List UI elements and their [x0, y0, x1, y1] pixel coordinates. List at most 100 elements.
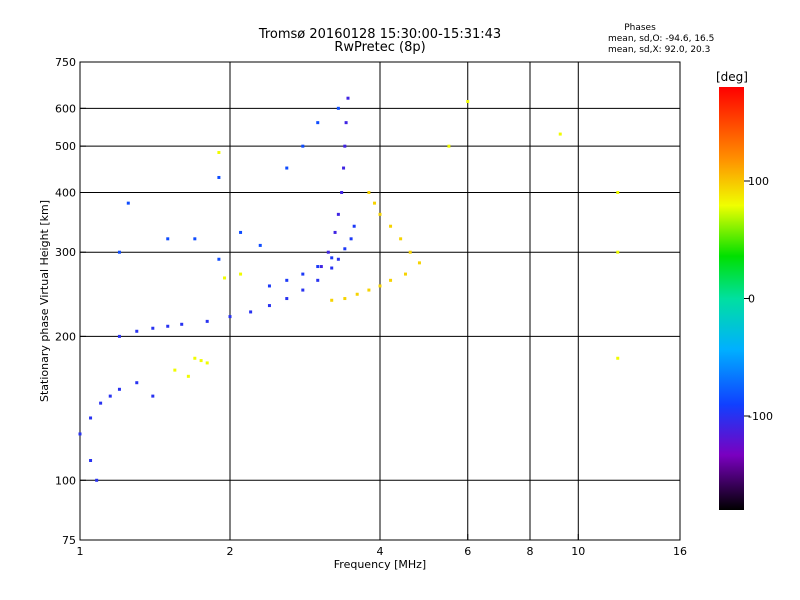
x-tick-label: 6	[464, 545, 471, 558]
echo-point	[316, 265, 320, 269]
chart-title: Tromsø 20160128 15:30:00-15:31:43	[258, 27, 501, 42]
echo-point	[126, 201, 130, 205]
echo-point	[258, 243, 262, 247]
echo-point	[135, 381, 139, 385]
x-tick-label: 10	[571, 545, 585, 558]
colorbar-tick-label: 100	[748, 175, 769, 188]
x-tick-label: 16	[673, 545, 687, 558]
echo-point	[205, 361, 209, 365]
echo-point	[330, 256, 334, 260]
x-axis-label: Frequency [MHz]	[334, 558, 426, 571]
echo-point	[301, 144, 305, 148]
y-tick-label: 500	[55, 140, 76, 153]
echo-point	[166, 324, 170, 328]
echo-point	[336, 212, 340, 216]
echo-point	[343, 297, 347, 301]
echo-point	[399, 237, 403, 241]
echo-point	[408, 250, 412, 254]
echo-point	[301, 288, 305, 292]
echo-point	[367, 190, 371, 194]
echo-point	[180, 322, 184, 326]
data-points	[78, 96, 620, 482]
echo-point	[447, 144, 451, 148]
echo-point	[217, 150, 221, 154]
y-tick-label: 600	[55, 102, 76, 115]
echo-point	[267, 304, 271, 308]
echo-point	[333, 230, 337, 234]
echo-point	[285, 297, 289, 301]
x-tick-label: 1	[77, 545, 84, 558]
echo-point	[117, 387, 121, 391]
x-tick-label: 2	[227, 545, 234, 558]
echo-point	[117, 250, 121, 254]
y-ticks: 75 100 200 300 400 500 600 750	[55, 56, 86, 547]
echo-point	[343, 247, 347, 251]
echo-point	[166, 237, 170, 241]
echo-point	[355, 292, 359, 296]
y-tick-label: 750	[55, 56, 76, 69]
echo-point	[417, 261, 421, 265]
echo-point	[346, 96, 350, 100]
colorbar-label: [deg]	[716, 70, 748, 84]
echo-point	[316, 278, 320, 282]
y-tick-label: 300	[55, 246, 76, 259]
echo-point	[616, 356, 620, 360]
echo-point	[193, 356, 197, 360]
y-tick-label: 400	[55, 186, 76, 199]
echo-point	[616, 190, 620, 194]
y-tick-label: 75	[62, 534, 76, 547]
echo-point	[336, 106, 340, 110]
echo-point	[285, 166, 289, 170]
colorbar	[719, 87, 744, 510]
echo-point	[378, 212, 382, 216]
echo-point	[352, 224, 356, 228]
echo-point	[108, 394, 112, 398]
y-tick-label: 200	[55, 330, 76, 343]
echo-point	[151, 326, 155, 330]
echo-point	[239, 272, 243, 276]
echo-point	[135, 329, 139, 333]
echo-point	[330, 298, 334, 302]
echo-point	[373, 201, 377, 205]
echo-point	[558, 132, 562, 136]
echo-point	[223, 276, 227, 280]
phase-info-x: mean, sd,X: 92.0, 20.3	[608, 45, 710, 55]
grid-lines	[80, 62, 680, 540]
echo-point	[249, 310, 253, 314]
echo-point	[78, 432, 82, 436]
y-axis-label: Stationary phase Virtual Height [km]	[38, 200, 51, 402]
echo-point	[336, 257, 340, 261]
echo-point	[316, 121, 320, 125]
echo-point	[117, 334, 121, 338]
y-tick-label: 100	[55, 474, 76, 487]
echo-point	[349, 237, 353, 241]
echo-point	[89, 458, 93, 462]
echo-point	[389, 278, 393, 282]
echo-point	[343, 144, 347, 148]
colorbar-tick-label: -100	[748, 410, 773, 423]
x-ticks: 1 2 4 6 8 10 16	[77, 534, 687, 558]
echo-point	[342, 166, 346, 170]
x-tick-label: 4	[377, 545, 384, 558]
echo-point	[151, 394, 155, 398]
echo-point	[344, 121, 348, 125]
echo-point	[186, 374, 190, 378]
echo-point	[340, 190, 344, 194]
phase-info-o: mean, sd,O: -94.6, 16.5	[608, 34, 714, 44]
phase-info-title: Phases	[624, 23, 656, 33]
x-tick-label: 8	[527, 545, 534, 558]
echo-point	[217, 257, 221, 261]
echo-point	[378, 284, 382, 288]
echo-point	[403, 272, 407, 276]
chart-subtitle: RwPretec (8p)	[334, 40, 425, 55]
echo-point	[616, 250, 620, 254]
echo-point	[193, 237, 197, 241]
echo-point	[239, 230, 243, 234]
echo-point	[267, 284, 271, 288]
echo-point	[319, 265, 323, 269]
echo-point	[466, 100, 470, 104]
echo-point	[205, 319, 209, 323]
echo-point	[89, 416, 93, 420]
echo-point	[285, 278, 289, 282]
